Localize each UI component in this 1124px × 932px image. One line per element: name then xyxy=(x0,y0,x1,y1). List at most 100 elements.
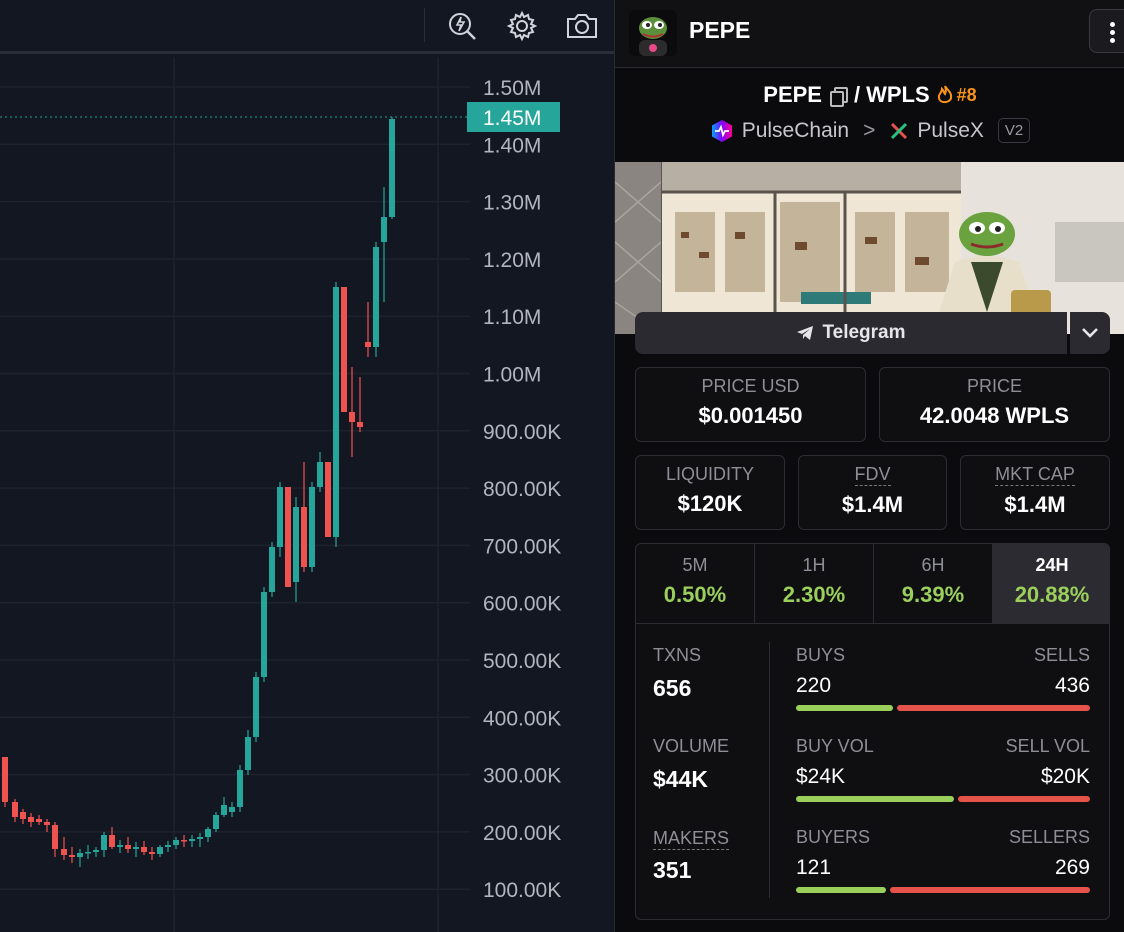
market-cap-card[interactable]: MKT CAP $1.4M xyxy=(960,455,1110,530)
candle-body xyxy=(253,677,259,737)
candle-body xyxy=(157,847,163,854)
price-axis-tick: 1.30M xyxy=(483,192,541,215)
candle-body xyxy=(173,840,179,845)
flame-icon xyxy=(937,85,952,104)
fdv-card[interactable]: FDV $1.4M xyxy=(798,455,947,530)
buy-vol-value: $24K xyxy=(796,765,846,788)
txns-value: 656 xyxy=(653,675,692,701)
chevron-right-icon: > xyxy=(863,118,876,142)
tab-6h-label: 6H xyxy=(921,555,945,575)
tab-24h-change: 20.88% xyxy=(1014,582,1090,607)
candle-body xyxy=(221,805,227,815)
candle-body xyxy=(277,487,283,547)
buys-value: 220 xyxy=(796,674,832,697)
candle-body xyxy=(333,287,339,537)
candle-body xyxy=(12,802,18,817)
pair-title: PEPE / WPLS #8 xyxy=(615,82,1124,108)
candle-body xyxy=(141,847,147,852)
price-axis-tick: 900.00K xyxy=(483,421,561,444)
candle-body xyxy=(61,849,67,855)
liquidity-card: LIQUIDITY $120K xyxy=(635,455,785,530)
market-cap-label: MKT CAP xyxy=(995,464,1075,486)
liquidity-value: $120K xyxy=(677,491,743,516)
tab-6h[interactable]: 6H 9.39% xyxy=(874,544,993,623)
buys-sells-bar xyxy=(796,705,1090,711)
dex-name[interactable]: PulseX xyxy=(917,118,984,142)
tab-1h-label: 1H xyxy=(802,555,826,575)
token-info-panel: PEPE PEPE / WPLS #8 PulseChain > PulseX … xyxy=(614,0,1124,932)
buyers-label: BUYERS xyxy=(796,827,871,847)
candle-body xyxy=(349,412,355,422)
price-axis-tick: 1.00M xyxy=(483,364,541,387)
price-axis-tick: 700.00K xyxy=(483,535,561,558)
candle-body xyxy=(165,845,171,847)
price-axis-tick: 1.40M xyxy=(483,134,541,157)
candle-body xyxy=(293,507,299,582)
candle-body xyxy=(325,462,331,537)
volume-bar xyxy=(796,796,1090,802)
tab-5m[interactable]: 5M 0.50% xyxy=(636,544,755,623)
candle-body xyxy=(149,852,155,854)
price-axis-tick: 1.50M xyxy=(483,77,541,100)
candle-body xyxy=(213,815,219,829)
candle-body xyxy=(341,287,347,412)
candle-body xyxy=(205,829,211,837)
candle-body xyxy=(93,850,99,852)
candle-body xyxy=(117,845,123,847)
chain-breadcrumb: PulseChain > PulseX V2 xyxy=(615,118,1124,143)
copy-icon[interactable] xyxy=(829,87,848,107)
candle-body xyxy=(109,835,115,847)
chevron-down-icon xyxy=(1082,328,1098,338)
price-usd-value: $0.001450 xyxy=(698,403,803,428)
candle-body xyxy=(181,840,187,842)
candle-body xyxy=(2,757,8,802)
camera-icon[interactable] xyxy=(562,6,602,46)
more-options-button[interactable] xyxy=(1089,9,1124,53)
candle-body xyxy=(237,770,243,807)
candle-body xyxy=(309,487,315,567)
sell-vol-label: SELL VOL xyxy=(1005,736,1090,756)
tab-24h-label: 24H xyxy=(1035,555,1069,575)
volume-split: BUY VOL SELL VOL $24K $20K xyxy=(796,736,1090,802)
sells-label: SELLS xyxy=(1033,645,1090,665)
price-axis-tick: 1.10M xyxy=(483,306,541,329)
buys-sells-split: BUYS SELLS 220 436 xyxy=(796,645,1090,711)
tab-24h[interactable]: 24H 20.88% xyxy=(993,544,1109,623)
buy-vol-label: BUY VOL xyxy=(796,736,874,756)
fdv-label: FDV xyxy=(854,464,891,486)
candlestick-chart[interactable]: 1.50M 1.40M 1.30M 1.20M 1.10M 1.00M 900.00K 800… xyxy=(0,57,614,932)
candle-body xyxy=(317,462,323,487)
price-native-label: PRICE xyxy=(966,376,1022,396)
current-price-label-bg xyxy=(467,102,560,132)
sellers-value: 269 xyxy=(1054,856,1090,879)
chain-name[interactable]: PulseChain xyxy=(741,118,850,142)
pair-quote: WPLS xyxy=(866,82,930,107)
chart-panel[interactable]: 1.50M 1.40M 1.30M 1.20M 1.10M 1.00M 900.00K 800… xyxy=(0,0,614,932)
price-axis-tick: 500.00K xyxy=(483,650,561,673)
price-axis-tick: 400.00K xyxy=(483,707,561,730)
candle-body xyxy=(373,247,379,347)
more-links-button[interactable] xyxy=(1070,312,1110,354)
fdv-value: $1.4M xyxy=(841,491,904,517)
trending-rank-label: #8 xyxy=(956,84,977,105)
candle-body xyxy=(133,847,139,849)
trending-rank[interactable]: #8 xyxy=(936,85,977,106)
tab-6h-change: 9.39% xyxy=(901,582,965,607)
candle-body xyxy=(77,853,83,857)
tab-1h[interactable]: 1H 2.30% xyxy=(755,544,874,623)
timeframe-tabs: 5M 0.50% 1H 2.30% 6H 9.39% 24H 20.88% xyxy=(636,544,1109,624)
candle-body xyxy=(52,825,58,849)
price-usd-label: PRICE USD xyxy=(701,376,800,396)
pair-separator: / xyxy=(853,82,861,107)
vertical-dots-icon xyxy=(1110,22,1116,43)
candle-body xyxy=(229,807,235,812)
telegram-button[interactable]: Telegram xyxy=(635,312,1067,354)
price-axis-tick: 600.00K xyxy=(483,593,561,616)
candle-body xyxy=(189,839,195,841)
candle-body xyxy=(269,547,275,592)
lightning-magnifier-icon[interactable] xyxy=(442,6,482,46)
gear-icon[interactable] xyxy=(502,6,542,46)
price-axis-tick: 300.00K xyxy=(483,765,561,788)
current-price-label: 1.45M xyxy=(483,107,541,130)
sellers-label: SELLERS xyxy=(1008,827,1090,847)
